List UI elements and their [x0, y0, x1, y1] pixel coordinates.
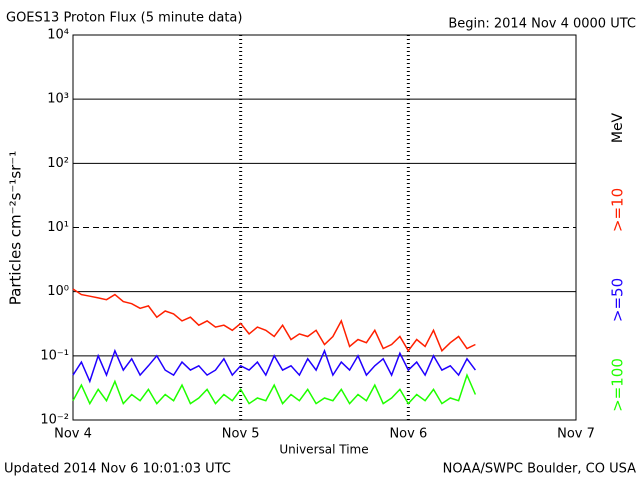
x-axis-label: Universal Time [279, 443, 368, 457]
footer-right: NOAA/SWPC Boulder, CO USA [443, 462, 636, 477]
x-tick-label: Nov 5 [222, 427, 260, 442]
legend-entry: >=50 [609, 278, 627, 322]
x-tick-label: Nov 4 [54, 427, 92, 442]
y-tick-label: 10⁴ [47, 28, 69, 43]
x-tick-label: Nov 7 [557, 427, 595, 442]
series-line [72, 288, 476, 353]
y-tick-label: 10³ [47, 92, 69, 107]
y-tick-label: 10⁻² [40, 413, 69, 428]
footer-left: Updated 2014 Nov 6 10:01:03 UTC [4, 462, 231, 477]
y-tick-label: 10⁰ [47, 284, 69, 299]
y-axis-label: Particles cm⁻²s⁻¹sr⁻¹ [7, 151, 25, 305]
y-tick-label: 10¹ [47, 220, 69, 235]
y-tick-label: 10² [47, 156, 69, 171]
legend-entry: >=100 [609, 358, 627, 412]
chart-title: GOES13 Proton Flux (5 minute data) [6, 11, 242, 26]
unit-label: MeV [610, 112, 626, 143]
x-tick-label: Nov 6 [389, 427, 427, 442]
y-tick-label: 10⁻¹ [40, 348, 69, 363]
legend-entry: >=10 [609, 188, 627, 232]
chart-subtitle: Begin: 2014 Nov 4 0000 UTC [448, 17, 636, 32]
series-line [72, 348, 477, 384]
series-line [72, 372, 477, 406]
